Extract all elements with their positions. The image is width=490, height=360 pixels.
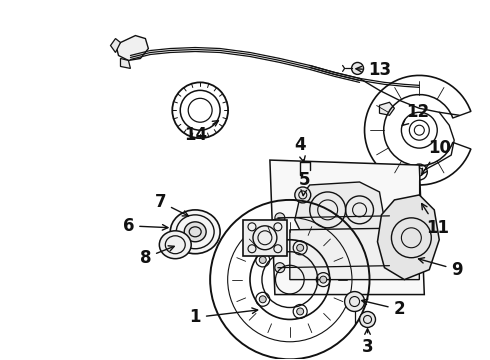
Text: 4: 4: [294, 136, 306, 162]
Polygon shape: [121, 58, 130, 68]
Circle shape: [275, 263, 285, 273]
Polygon shape: [243, 220, 287, 256]
Polygon shape: [270, 160, 424, 294]
Text: 11: 11: [422, 203, 449, 237]
Circle shape: [360, 311, 375, 328]
Circle shape: [352, 62, 364, 75]
Polygon shape: [111, 39, 121, 53]
Polygon shape: [377, 195, 439, 280]
Text: 3: 3: [362, 329, 373, 356]
Circle shape: [296, 308, 304, 315]
Circle shape: [296, 244, 304, 251]
Ellipse shape: [184, 222, 206, 242]
Polygon shape: [290, 228, 419, 280]
Circle shape: [259, 256, 266, 264]
Text: 7: 7: [154, 193, 188, 216]
Polygon shape: [379, 102, 394, 115]
Text: 5: 5: [299, 171, 311, 195]
Circle shape: [259, 296, 266, 303]
Polygon shape: [295, 182, 385, 248]
Text: 10: 10: [422, 139, 451, 174]
Ellipse shape: [171, 210, 220, 254]
Text: 12: 12: [402, 103, 429, 126]
Text: 6: 6: [122, 217, 168, 235]
Text: 14: 14: [185, 121, 219, 144]
Text: 1: 1: [190, 308, 258, 327]
Ellipse shape: [159, 231, 191, 259]
Text: 13: 13: [356, 62, 391, 80]
Circle shape: [320, 276, 327, 283]
Text: 8: 8: [140, 246, 174, 267]
Circle shape: [295, 187, 311, 203]
Text: 9: 9: [418, 258, 463, 279]
Circle shape: [344, 292, 365, 311]
Circle shape: [275, 213, 285, 223]
Polygon shape: [117, 36, 148, 60]
Text: 2: 2: [362, 299, 405, 319]
